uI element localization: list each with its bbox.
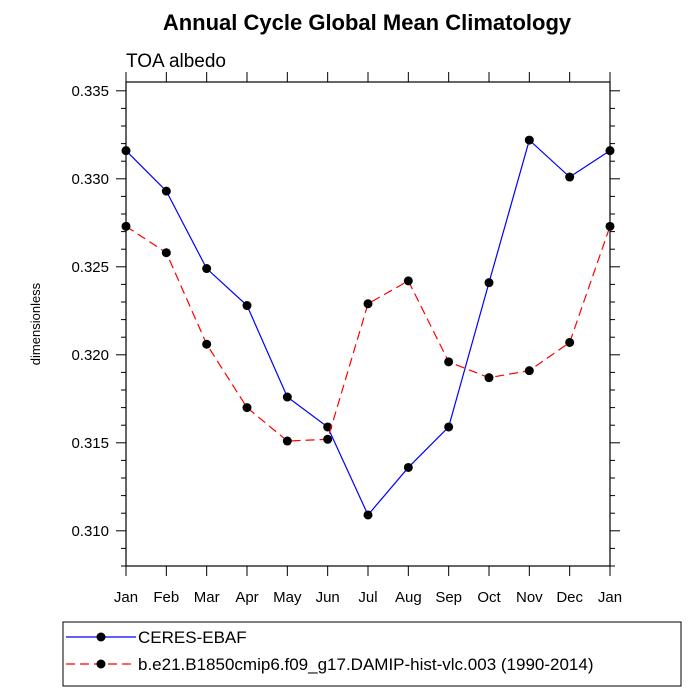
data-point	[282, 392, 292, 402]
data-point	[524, 366, 534, 376]
x-tick-label: Mar	[194, 589, 220, 606]
data-point	[484, 278, 494, 288]
plot-frame	[125, 81, 611, 567]
series-2	[121, 221, 615, 446]
data-point	[565, 337, 575, 347]
x-tick-label: Nov	[516, 589, 543, 606]
y-tick-label: 0.335	[71, 83, 109, 100]
x-tick-label: Sep	[435, 589, 462, 606]
x-tick-label: Jul	[358, 589, 377, 606]
y-tick-label: 0.315	[71, 435, 109, 452]
data-point	[484, 373, 494, 383]
x-tick-label: Apr	[235, 589, 258, 606]
series-layer	[121, 135, 615, 520]
data-point	[323, 434, 333, 444]
data-point	[403, 462, 413, 472]
legend-label: b.e21.B1850cmip6.f09_g17.DAMIP-hist-vlc.…	[138, 655, 594, 674]
series-1	[121, 135, 615, 520]
chart-subtitle: TOA albedo	[126, 51, 226, 72]
data-point	[242, 301, 252, 311]
data-point	[565, 172, 575, 182]
x-tick-label: Oct	[477, 589, 501, 606]
data-point	[242, 403, 252, 413]
y-tick-label: 0.320	[71, 347, 109, 364]
axis-ticks: 0.310 0.315 0.320 0.325 0.330 0.335 Jan Feb Mar A…	[71, 72, 622, 606]
series-line	[125, 225, 611, 442]
legend-marker	[96, 632, 106, 642]
y-tick-label: 0.325	[71, 259, 109, 276]
data-point	[202, 339, 212, 349]
data-point	[605, 146, 615, 156]
data-point	[202, 264, 212, 274]
data-point	[161, 186, 171, 196]
x-tick-label: Feb	[153, 589, 179, 606]
y-tick-label: 0.330	[71, 171, 109, 188]
legend-label: CERES-EBAF	[138, 628, 247, 647]
data-point	[363, 510, 373, 520]
data-point	[444, 357, 454, 367]
legend-item: b.e21.B1850cmip6.f09_g17.DAMIP-hist-vlc.…	[66, 655, 594, 674]
legend-marker	[96, 659, 106, 669]
legend-item: CERES-EBAF	[66, 628, 247, 647]
y-tick-label: 0.310	[71, 523, 109, 540]
data-point	[121, 221, 131, 231]
data-point	[444, 422, 454, 432]
series-line	[125, 138, 611, 517]
y-axis-label: dimensionless	[28, 282, 43, 365]
x-tick-label: Aug	[395, 589, 422, 606]
x-tick-label: Dec	[556, 589, 583, 606]
data-point	[121, 146, 131, 156]
x-tick-label: Jun	[316, 589, 340, 606]
data-point	[605, 221, 615, 231]
x-tick-label: Jan	[598, 589, 622, 606]
data-point	[524, 135, 534, 145]
data-point	[282, 436, 292, 446]
x-tick-label: Jan	[114, 589, 138, 606]
chart-title: Annual Cycle Global Mean Climatology	[163, 10, 572, 35]
data-point	[161, 248, 171, 258]
data-point	[403, 276, 413, 286]
x-tick-label: May	[273, 589, 302, 606]
legend-box	[62, 621, 682, 687]
data-point	[323, 422, 333, 432]
legend: CERES-EBAF b.e21.B1850cmip6.f09_g17.DAMIP…	[66, 628, 594, 674]
data-point	[363, 299, 373, 309]
